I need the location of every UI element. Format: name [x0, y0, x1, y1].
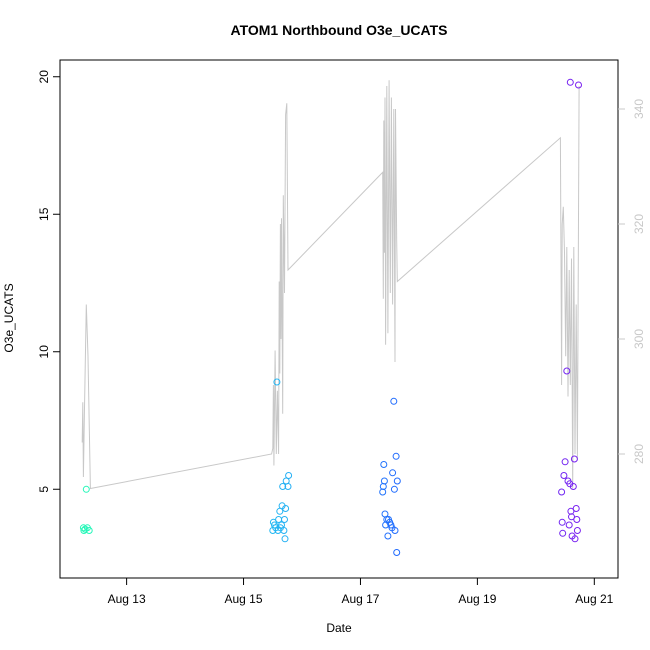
data-point — [285, 472, 293, 479]
plot-frame — [59, 59, 619, 579]
data-point — [280, 527, 288, 534]
data-point — [563, 367, 571, 375]
data-point — [573, 527, 581, 534]
y-axis-label: O3e_UCATS — [2, 283, 16, 352]
y-tick-label: 10 — [37, 345, 51, 359]
data-point — [559, 529, 567, 537]
data-point — [389, 469, 397, 477]
data-point — [573, 516, 581, 523]
data-point — [393, 477, 401, 485]
series-line — [81, 80, 580, 490]
data-point — [571, 535, 579, 543]
x-tick-label: Aug 15 — [225, 592, 263, 606]
data-point — [281, 535, 289, 543]
y2-tick-label: 300 — [632, 329, 646, 349]
data-point — [558, 518, 566, 526]
x-tick-label: Aug 21 — [575, 592, 613, 606]
data-point — [569, 483, 577, 490]
data-point — [568, 513, 575, 521]
data-point — [561, 458, 569, 466]
x-tick-label: Aug 19 — [458, 592, 496, 606]
data-point — [570, 455, 578, 463]
data-point — [279, 483, 287, 490]
y2-tick-label: 340 — [632, 99, 646, 119]
data-point — [393, 549, 401, 556]
data-point — [575, 81, 582, 89]
data-point — [558, 488, 566, 496]
data-point — [392, 452, 400, 460]
y-tick-label: 20 — [37, 70, 51, 84]
y-tick-label: 15 — [37, 207, 51, 221]
data-point — [565, 521, 573, 529]
x-tick-label: Aug 17 — [341, 592, 379, 606]
data-point — [282, 505, 290, 512]
data-point — [380, 477, 388, 485]
data-point — [281, 516, 288, 523]
data-point — [284, 483, 292, 490]
y2-tick-label: 320 — [632, 214, 646, 234]
y-tick-label: 5 — [37, 486, 51, 493]
data-point — [572, 505, 580, 512]
data-point — [390, 397, 398, 405]
data-point — [384, 532, 392, 540]
data-point — [560, 472, 568, 479]
data-point — [85, 527, 93, 534]
data-point — [390, 485, 398, 493]
data-point — [273, 378, 281, 386]
data-point — [82, 485, 90, 493]
x-tick-label: Aug 13 — [108, 592, 146, 606]
x-axis-label: Date — [326, 621, 352, 635]
data-point — [380, 461, 388, 468]
data-point — [79, 524, 87, 532]
chart-title: ATOM1 Northbound O3e_UCATS — [231, 22, 448, 38]
data-point — [391, 527, 399, 534]
data-point — [566, 78, 574, 86]
y2-tick-label: 280 — [632, 444, 646, 464]
plot-area: Aug 13 Aug 15 Aug 17 Aug 19 Aug 21 5 10 15 20 280… — [37, 59, 646, 606]
